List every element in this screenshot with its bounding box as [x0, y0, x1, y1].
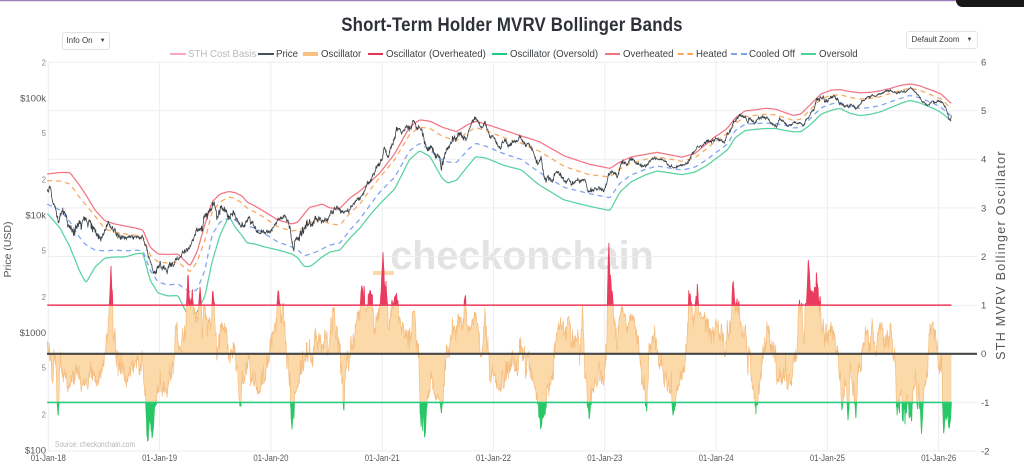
svg-text:01-Jan-20: 01-Jan-20	[253, 453, 288, 464]
svg-text:2: 2	[981, 252, 986, 263]
svg-text:-1: -1	[981, 398, 989, 409]
svg-text:Price (USD): Price (USD)	[2, 221, 14, 277]
svg-text:01-Jan-22: 01-Jan-22	[476, 453, 511, 464]
svg-text:$1000: $1000	[20, 328, 46, 339]
svg-text:01-Jan-21: 01-Jan-21	[365, 453, 400, 464]
svg-text:$100k: $100k	[20, 93, 46, 104]
svg-text:5: 5	[42, 364, 47, 373]
svg-text:2: 2	[42, 58, 46, 67]
svg-text:5: 5	[42, 129, 47, 138]
svg-text:01-Jan-18: 01-Jan-18	[31, 453, 66, 464]
svg-text:Source: checkonchain.com: Source: checkonchain.com	[55, 440, 135, 449]
svg-text:$100: $100	[25, 445, 46, 456]
svg-text:$10k: $10k	[25, 211, 46, 222]
svg-text:0: 0	[981, 349, 986, 360]
svg-text:4: 4	[981, 155, 986, 166]
svg-text:-2: -2	[981, 446, 989, 457]
svg-text:1: 1	[981, 301, 986, 312]
svg-text:01-Jan-19: 01-Jan-19	[142, 453, 177, 464]
svg-text:5: 5	[42, 246, 47, 255]
svg-text:01-Jan-23: 01-Jan-23	[587, 453, 622, 464]
svg-text:2: 2	[42, 176, 46, 185]
svg-text:6: 6	[981, 58, 986, 69]
svg-text:2: 2	[42, 410, 46, 419]
svg-text:STH MVRV Bollinger Oscillator: STH MVRV Bollinger Oscillator	[994, 150, 1008, 360]
svg-text:01-Jan-25: 01-Jan-25	[810, 453, 845, 464]
svg-text:5: 5	[981, 106, 986, 117]
svg-text:2: 2	[42, 293, 46, 302]
svg-text:3: 3	[981, 203, 986, 214]
svg-text:01-Jan-24: 01-Jan-24	[699, 453, 734, 464]
svg-text:01-Jan-26: 01-Jan-26	[921, 453, 956, 464]
